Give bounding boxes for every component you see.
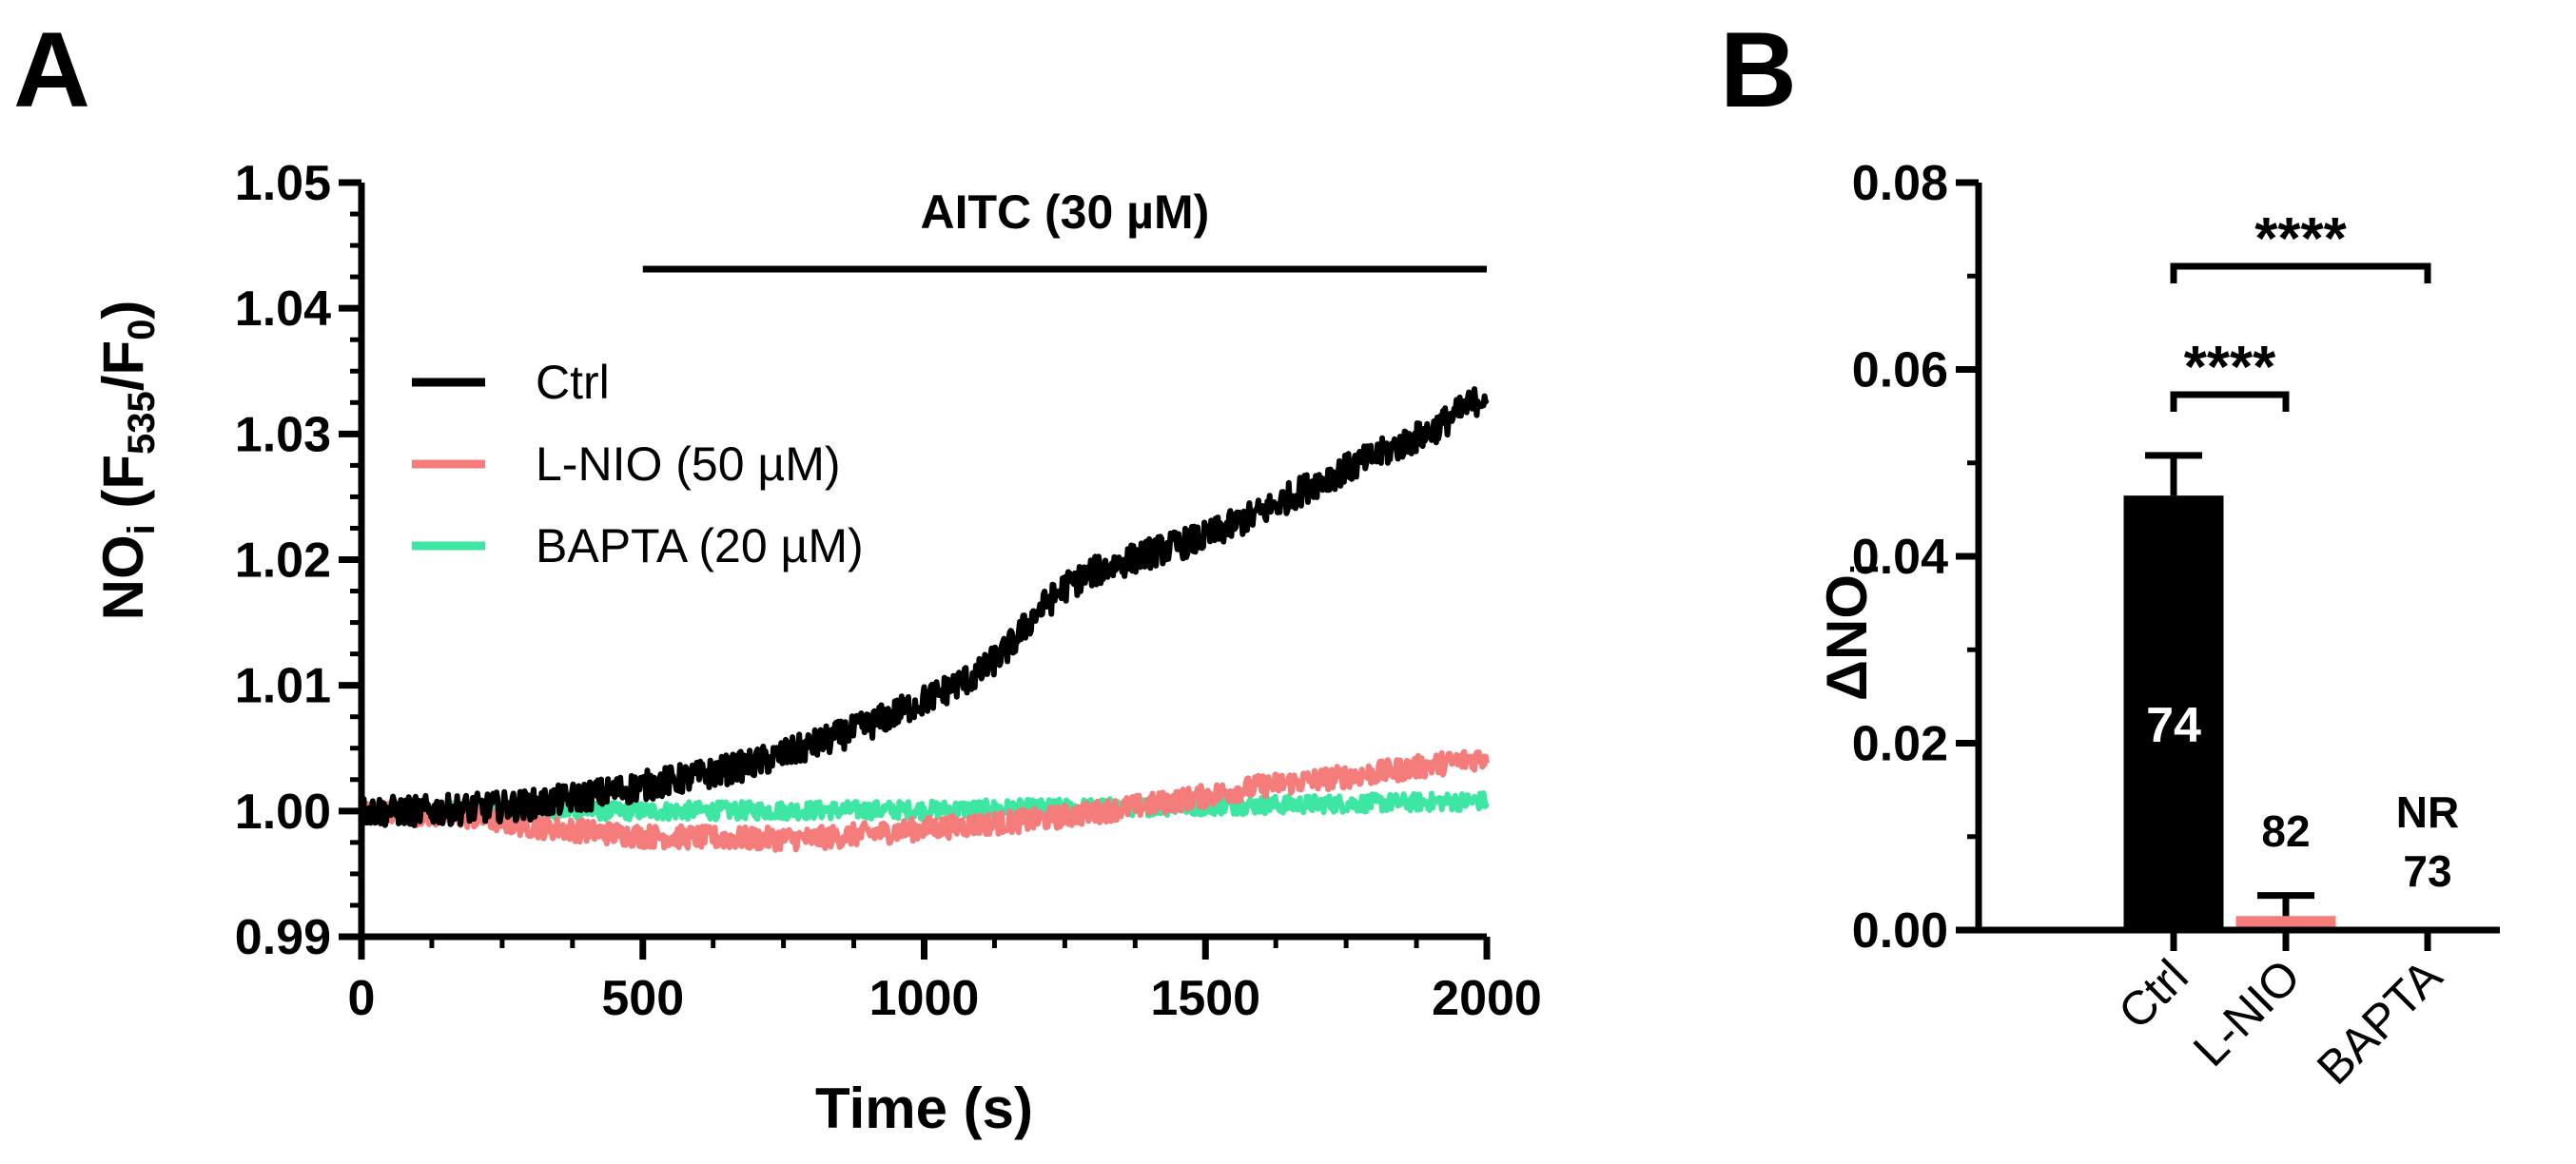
b-y-tick-label: 0.00 — [1852, 903, 1948, 959]
b-ylabel-prefix: ΔNO — [1815, 574, 1879, 701]
b-significance-bracket — [2170, 391, 2290, 412]
a-ylabel-sub1: 535 — [121, 391, 163, 455]
panel-b-label: B — [1720, 10, 1797, 129]
a-ylabel-base: NO — [91, 534, 155, 620]
a-annotation-group: AITC (30 µM) — [642, 185, 1487, 273]
a-x-tick-label: 0 — [348, 971, 376, 1026]
b-category-label: BAPTA — [2307, 949, 2452, 1095]
b-bar — [2123, 495, 2224, 930]
a-legend: Ctrl L-NIO (50 µM) BAPTA (20 µM) — [412, 356, 864, 572]
panel-b-bar-chart: 74 82 NR 73 0.00 0.02 0.04 0.06 0.08 CtrlL-NIOBA… — [1815, 156, 2500, 1095]
b-n-label: 82 — [2261, 806, 2310, 856]
a-x-tick-label: 1500 — [1150, 971, 1260, 1026]
a-legend-label: L-NIO (50 µM) — [536, 437, 841, 491]
b-y-tick-label: 0.06 — [1852, 343, 1948, 398]
a-x-tick-label: 500 — [601, 971, 684, 1026]
b-n-label: 73 — [2403, 846, 2451, 896]
b-y-tick-label: 0.04 — [1852, 530, 1948, 585]
b-bars-group: 74 82 NR 73 — [2123, 452, 2459, 930]
b-n-label: 74 — [2146, 698, 2201, 753]
a-ylabel-open: (F — [91, 455, 155, 524]
a-series-group — [359, 386, 1490, 853]
b-bar — [2235, 916, 2336, 930]
a-ylabel-sub2: 0 — [121, 320, 163, 340]
a-y-tick-label: 0.99 — [235, 910, 331, 965]
b-nr-label: NR — [2396, 787, 2459, 837]
b-y-tick-label: 0.08 — [1852, 156, 1948, 211]
a-ylabel-base-sub: i — [121, 524, 163, 534]
b-significance-group: **** **** — [2170, 206, 2431, 412]
a-y-tick-label: 1.01 — [235, 659, 331, 714]
a-y-tick-label: 1.02 — [235, 534, 331, 589]
b-category-label: Ctrl — [2108, 949, 2198, 1039]
a-ylabel-mid: /F — [91, 340, 155, 391]
b-significance-label: **** — [2254, 206, 2347, 272]
a-y-tick-label: 1.00 — [235, 785, 331, 840]
b-significance-bracket — [2170, 262, 2431, 283]
a-y-tick-label: 1.03 — [235, 407, 331, 462]
aitc-label: AITC (30 µM) — [920, 185, 1209, 239]
a-axes-group: 0.99 1.00 1.01 1.02 1.03 1.04 1.05 0 500 1000 1500… — [235, 156, 1542, 1026]
a-legend-label: Ctrl — [536, 356, 610, 409]
b-ylabel-sub: i — [1844, 564, 1886, 574]
b-y-axis-label: ΔNOi — [1815, 564, 1886, 701]
b-significance-label: **** — [2184, 335, 2276, 400]
a-ylabel-close: ) — [91, 301, 155, 320]
a-y-axis-label: NOi (F535/F0) — [91, 301, 163, 621]
a-x-tick-label: 1000 — [869, 971, 980, 1026]
panel-a-label: A — [13, 10, 90, 129]
b-y-tick-label: 0.02 — [1852, 717, 1948, 772]
a-x-axis-label: Time (s) — [815, 1077, 1033, 1140]
panel-a-line-chart: 0.99 1.00 1.01 1.02 1.03 1.04 1.05 0 500 1000 1500… — [91, 156, 1542, 1140]
a-legend-label: BAPTA (20 µM) — [536, 519, 864, 572]
a-series-line — [359, 748, 1490, 853]
a-x-tick-label: 2000 — [1432, 971, 1542, 1026]
b-category-label: L-NIO — [2183, 949, 2311, 1077]
a-series-line — [359, 386, 1490, 828]
a-y-tick-label: 1.04 — [235, 281, 331, 337]
a-y-tick-label: 1.05 — [235, 156, 331, 211]
